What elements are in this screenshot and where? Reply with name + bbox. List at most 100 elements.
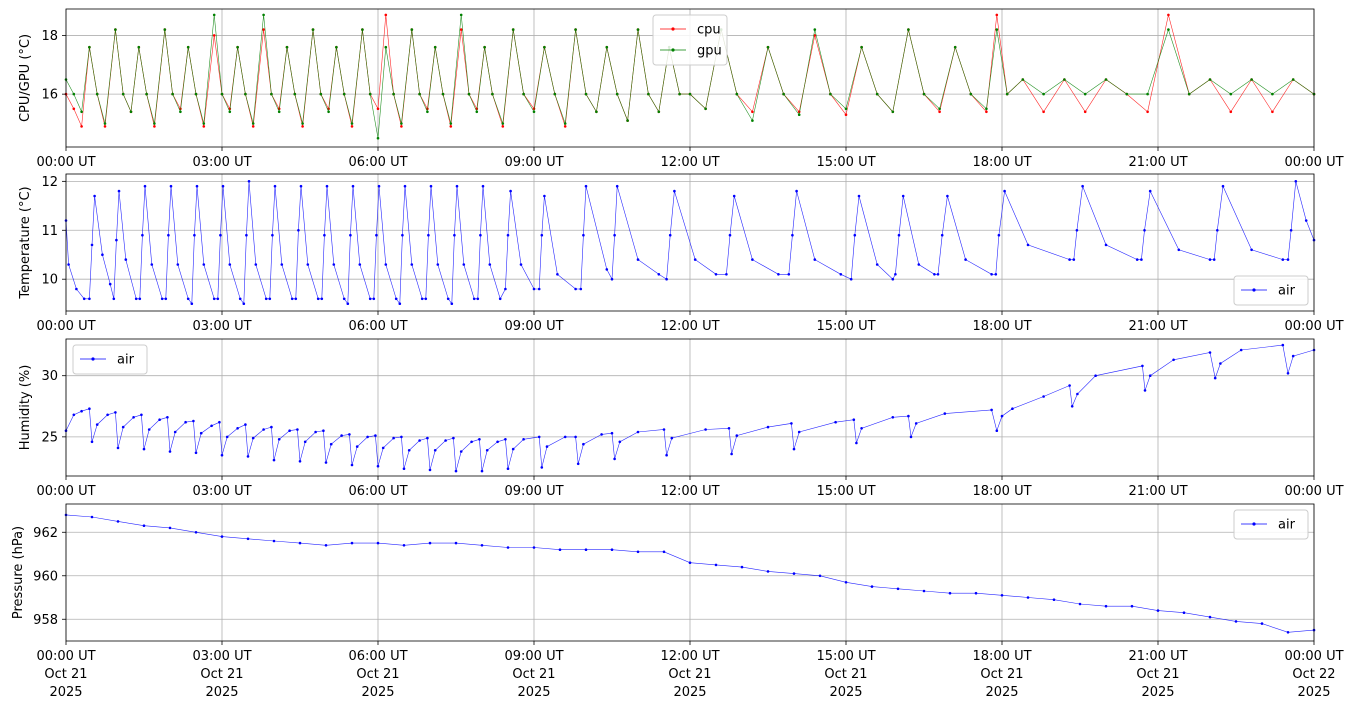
- data-point: [93, 194, 96, 198]
- data-point: [381, 446, 385, 450]
- data-point: [844, 113, 848, 116]
- data-point: [584, 184, 588, 188]
- data-point: [1304, 219, 1308, 222]
- data-point: [115, 238, 118, 242]
- x-tick-label: 00:00 UT Oct 22 2025: [1284, 649, 1343, 700]
- data-point: [938, 110, 941, 114]
- data-point: [350, 125, 354, 128]
- data-point: [80, 125, 83, 128]
- data-point: [426, 436, 429, 440]
- data-point: [455, 184, 459, 188]
- data-point: [782, 92, 785, 96]
- data-point: [441, 92, 445, 96]
- data-point: [1167, 28, 1170, 31]
- data-point: [688, 561, 692, 564]
- data-point: [1219, 362, 1222, 365]
- data-point: [485, 449, 489, 452]
- data-point: [1229, 110, 1233, 114]
- data-point: [114, 28, 117, 31]
- data-point: [202, 125, 206, 128]
- data-point: [1052, 598, 1056, 601]
- data-point: [933, 273, 936, 276]
- data-point: [1104, 78, 1108, 81]
- data-point: [322, 429, 325, 433]
- data-point: [1146, 92, 1149, 96]
- y-tick-label: 11: [41, 224, 58, 239]
- data-point: [244, 423, 247, 426]
- data-point: [472, 297, 476, 301]
- data-point: [459, 13, 463, 17]
- data-point: [990, 408, 993, 412]
- data-point: [1063, 78, 1066, 81]
- data-point: [907, 414, 910, 418]
- data-point: [410, 263, 414, 266]
- data-point: [504, 287, 507, 291]
- data-point: [306, 263, 310, 266]
- data-point: [870, 585, 874, 588]
- data-point: [394, 297, 398, 301]
- series-line-gpu: [65, 14, 1315, 139]
- data-point: [1294, 180, 1298, 183]
- data-point: [922, 92, 926, 96]
- data-point: [242, 302, 246, 306]
- data-point: [1250, 248, 1253, 252]
- data-point: [506, 546, 510, 549]
- data-point: [72, 413, 76, 417]
- legend-box: [1233, 509, 1309, 540]
- data-point: [346, 302, 350, 306]
- data-point: [613, 233, 616, 237]
- data-point: [329, 442, 333, 446]
- data-point: [1026, 243, 1030, 247]
- data-point: [1083, 92, 1087, 96]
- data-point: [545, 445, 549, 448]
- data-point: [324, 461, 328, 464]
- data-point: [914, 422, 918, 425]
- data-point: [368, 297, 372, 301]
- x-tick-label: 12:00 UT: [660, 484, 719, 499]
- data-point: [875, 92, 879, 96]
- data-point: [704, 428, 707, 431]
- data-point: [298, 541, 302, 545]
- data-point: [166, 416, 169, 419]
- data-point: [400, 435, 403, 439]
- data-point: [427, 233, 430, 237]
- data-point: [1000, 414, 1004, 418]
- x-tick-label: 03:00 UT: [192, 484, 251, 499]
- data-point: [376, 464, 380, 468]
- legend-marker: [1252, 522, 1256, 526]
- data-point: [420, 297, 424, 301]
- data-point: [216, 297, 220, 301]
- data-point: [262, 13, 265, 17]
- data-point: [558, 548, 562, 551]
- data-point: [400, 125, 403, 128]
- x-tick-label: 00:00 UT: [36, 155, 95, 170]
- data-point: [270, 425, 273, 429]
- x-tick-label: 09:00 UT: [504, 155, 563, 170]
- x-tick-label: 06:00 UT Oct 21 2025: [348, 649, 407, 700]
- x-tick-label: 15:00 UT: [816, 319, 875, 334]
- data-point: [670, 436, 674, 440]
- data-point: [1182, 611, 1186, 614]
- data-point: [543, 45, 546, 49]
- legend-label: air: [1278, 518, 1296, 533]
- data-point: [922, 589, 926, 593]
- data-point: [563, 122, 567, 125]
- x-tick-label: 18:00 UT Oct 21 2025: [972, 649, 1031, 700]
- data-point: [897, 233, 901, 237]
- data-point: [167, 233, 170, 237]
- x-tick-label: 00:00 UT: [1284, 484, 1343, 499]
- data-point: [116, 520, 120, 523]
- legend-box: [652, 14, 728, 66]
- data-point: [574, 287, 577, 291]
- data-point: [610, 431, 614, 435]
- data-point: [184, 420, 187, 424]
- data-point: [238, 297, 242, 301]
- data-point: [112, 297, 116, 301]
- data-point: [95, 423, 99, 426]
- data-point: [792, 572, 796, 575]
- data-point: [169, 184, 173, 188]
- data-point: [67, 263, 70, 266]
- data-point: [662, 550, 666, 554]
- legend-marker: [1252, 288, 1256, 292]
- data-point: [101, 253, 104, 256]
